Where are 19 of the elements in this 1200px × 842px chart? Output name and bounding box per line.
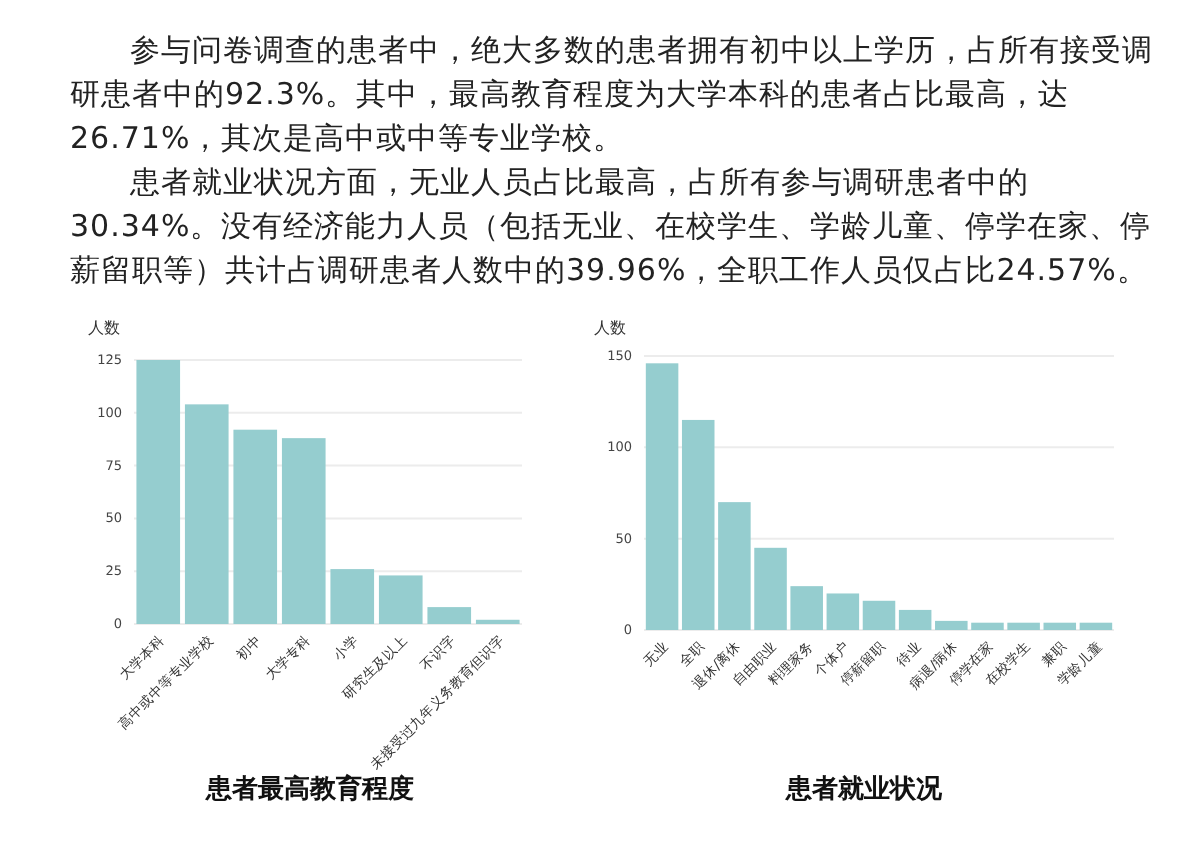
y-axis-title: 人数	[88, 319, 120, 337]
bar	[184, 404, 229, 624]
bar	[898, 609, 932, 630]
text: 参与问卷调查的患者中，绝大多数的患者拥有初中以上学历，占所有接受调研患者中的92.3%。其中，最高教育程度为大学本科的患者占比最高，达26.71%，其次是高中或中等专业学校。	[70, 30, 1155, 160]
bar	[862, 600, 896, 630]
text: 患者最高教育程度	[204, 773, 414, 805]
bar	[378, 575, 423, 624]
bar	[826, 593, 860, 630]
bar	[427, 607, 472, 624]
text: 患者就业状况	[784, 773, 944, 805]
bar	[1079, 622, 1113, 630]
bar	[281, 438, 326, 624]
bar	[233, 429, 278, 624]
text: 患者就业状况方面，无业人员占比最高，占所有参与调研患者中的30.34%。没有经济能力人员（包括无业、在校学生、学龄儿童、停学在家、停薪留职等）共计占调研患者人数中的39.96%，全职工作人员仅占比24.57%。	[70, 162, 1154, 292]
bar	[645, 363, 679, 630]
bar	[330, 569, 375, 624]
bar	[136, 360, 181, 624]
bar	[1043, 622, 1077, 630]
y-axis-title: 人数	[594, 319, 626, 337]
